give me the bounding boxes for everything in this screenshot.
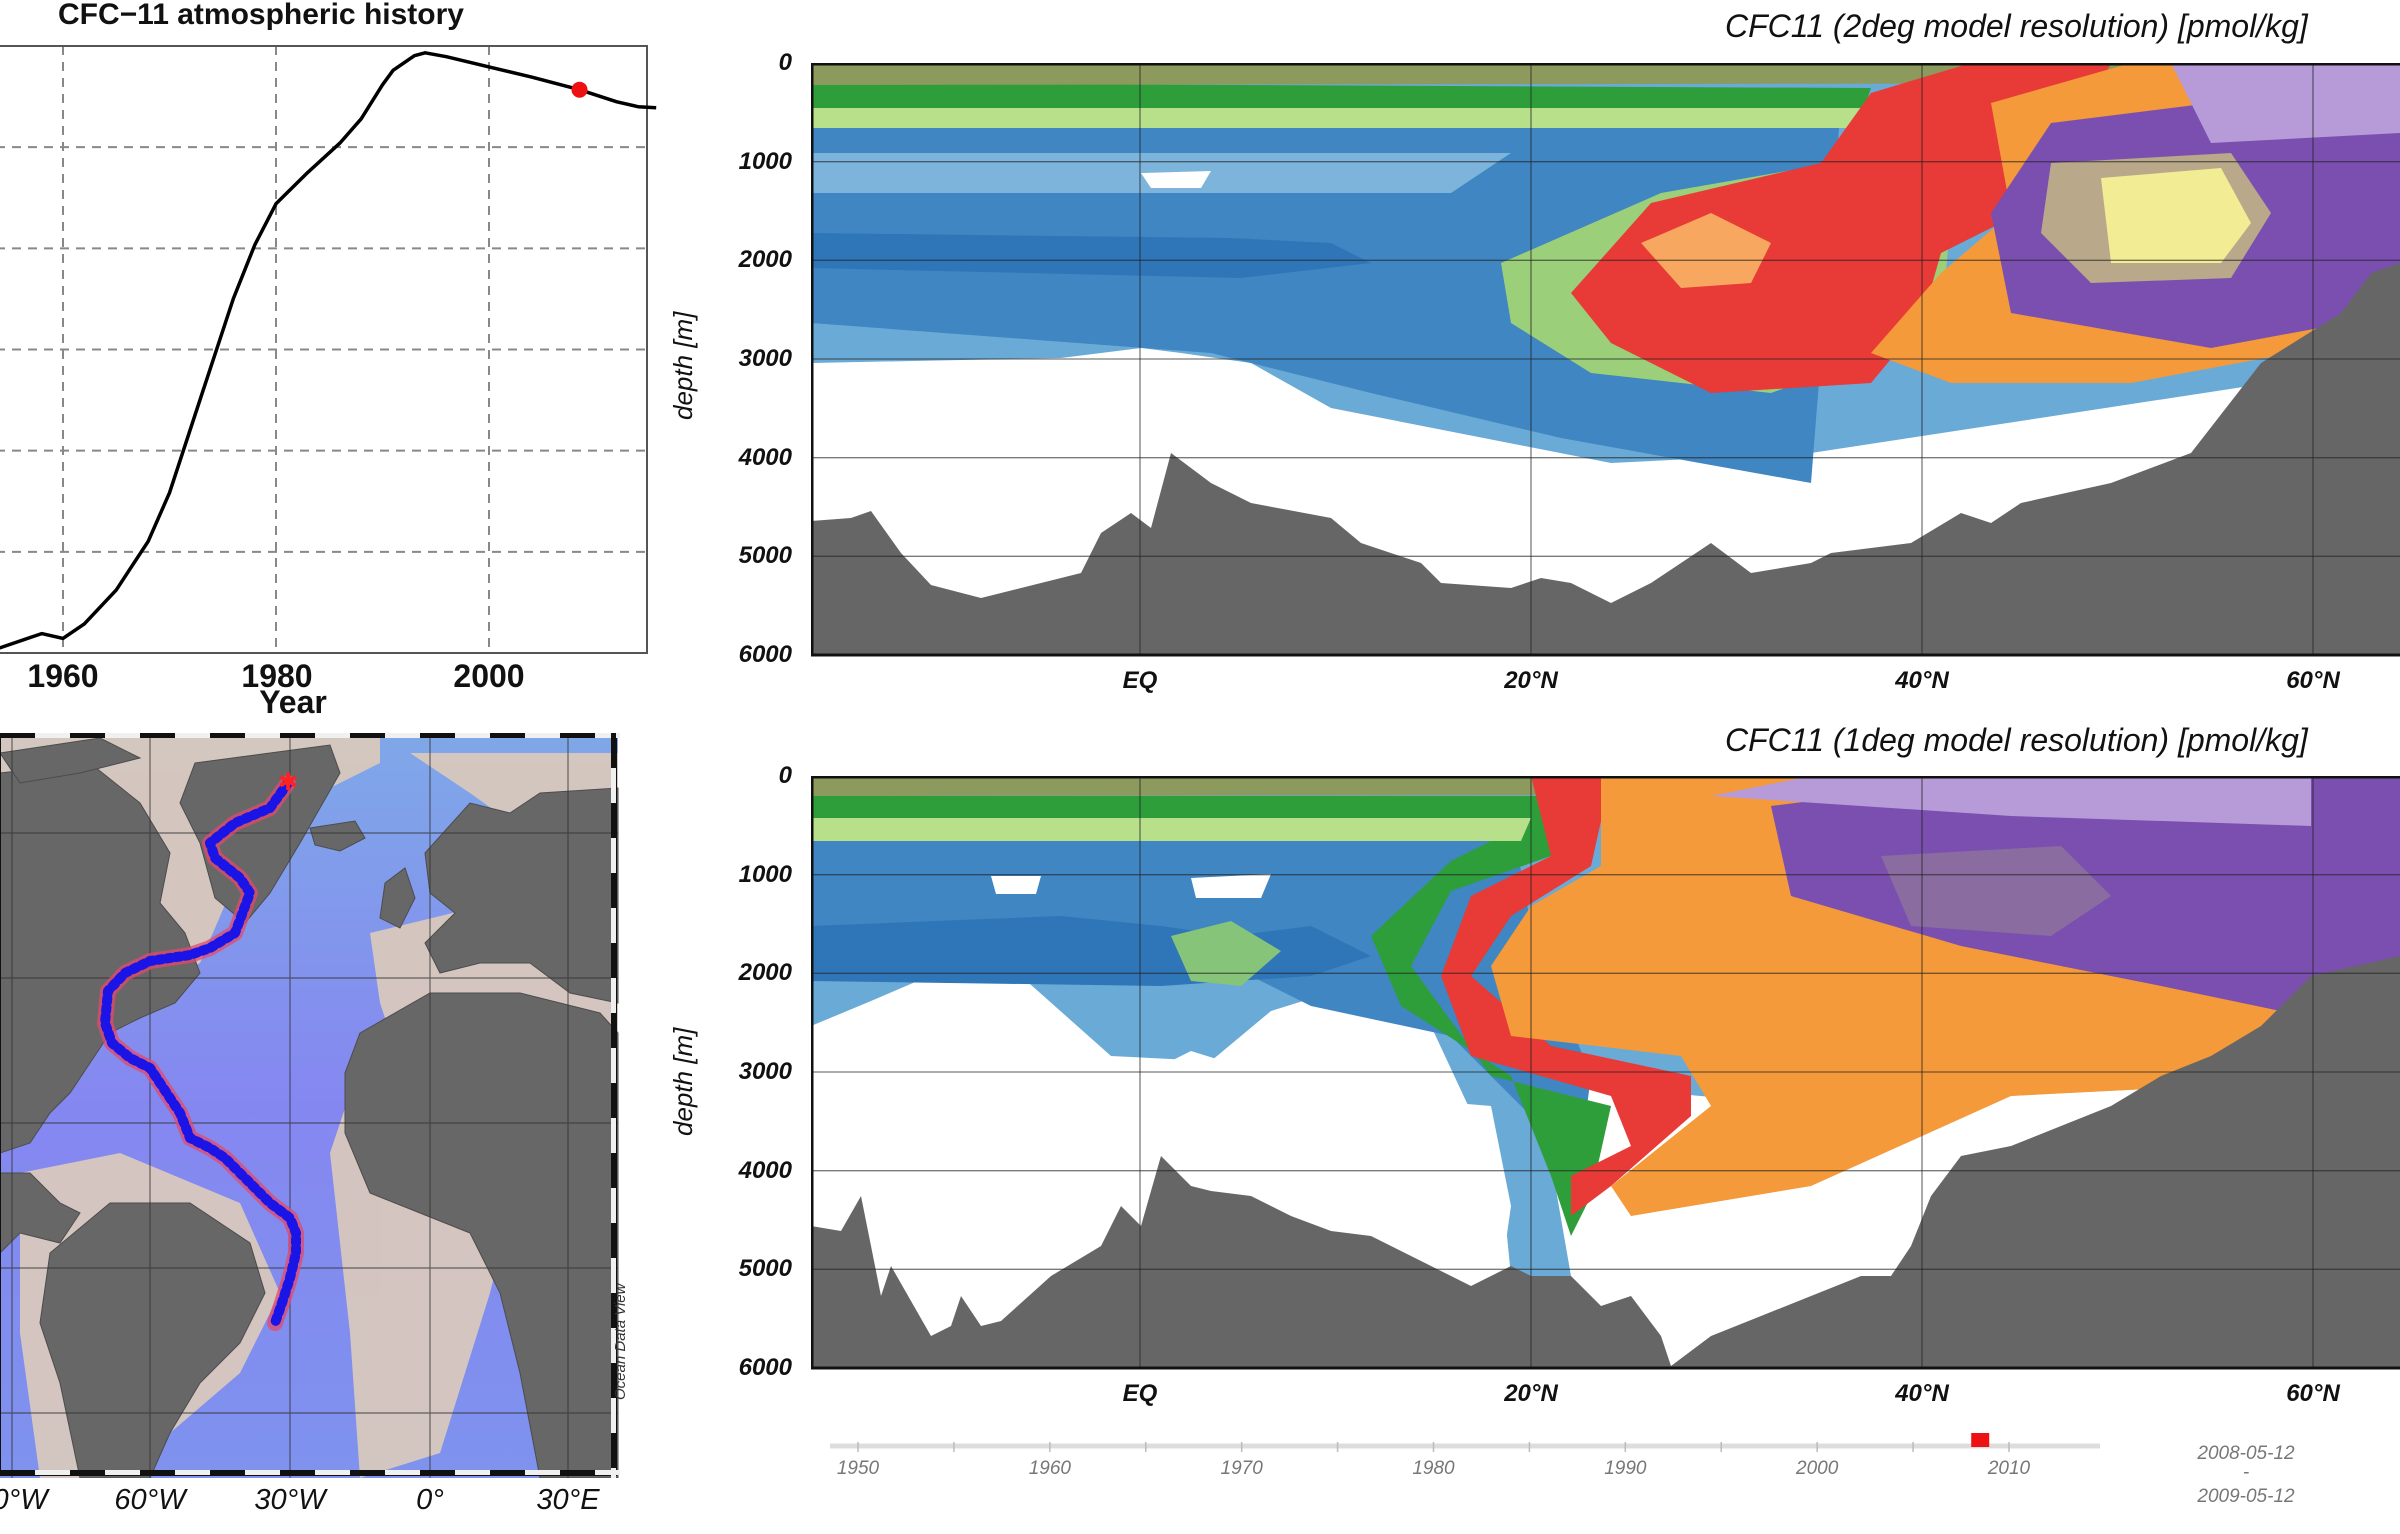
time-slider-handle — [1971, 1433, 1990, 1447]
plot-frame — [811, 63, 2400, 657]
bathymetry — [811, 956, 2400, 1368]
time-slider-year-label: 1970 — [1220, 1458, 1263, 1479]
atmospheric-chart-title: CFC−11 atmospheric history — [58, 0, 464, 31]
iceland — [309, 820, 366, 852]
x-tick-1960: 1960 — [27, 658, 99, 694]
depth-tick: 6000 — [738, 641, 792, 668]
current-station-marker: ✱ — [278, 769, 298, 796]
lat-tick: 60°N — [2286, 667, 2340, 694]
depth-tick: 6000 — [738, 1354, 792, 1381]
contour-band — [811, 796, 1611, 1236]
lon-tick-60w: 60°W — [114, 1484, 186, 1516]
contour-band — [811, 818, 1531, 841]
time-slider-year-label: 1950 — [836, 1458, 880, 1479]
lon-tick-0: 0° — [416, 1484, 444, 1516]
x-tick-2000: 2000 — [453, 658, 525, 694]
depth-tick: 3000 — [738, 1058, 792, 1085]
no-data-region — [991, 876, 1041, 894]
contour-band — [811, 108, 1866, 128]
contour-band — [1881, 846, 2111, 936]
land — [0, 737, 619, 1478]
lon-tick-30e: 30°E — [536, 1484, 600, 1516]
contour-band — [1711, 776, 2311, 826]
central-america — [0, 1172, 81, 1254]
africa — [344, 992, 619, 1478]
lat-tick: 20°N — [1504, 1380, 1558, 1407]
time-slider-year-label: 1980 — [1412, 1458, 1455, 1479]
lat-tick: EQ — [1122, 1380, 1158, 1407]
date-range-start: 2008-05-12 — [2197, 1443, 2295, 1464]
date-range-separator: - — [2242, 1462, 2250, 1483]
depth-tick: 5000 — [738, 542, 792, 570]
section-2deg-title: CFC11 (2deg model resolution) [pmol/kg] — [1725, 8, 2308, 44]
section-1deg-plot — [811, 776, 2400, 1370]
lon-tick-30w: 30°W — [254, 1484, 326, 1516]
no-data-region — [1191, 874, 1271, 898]
contour-band — [811, 233, 1371, 278]
map-border-ticks — [0, 733, 620, 1478]
no-data-region — [1141, 171, 1211, 188]
contour-band — [2171, 63, 2400, 143]
section-2deg-plot — [811, 63, 2400, 657]
atmospheric-chart-frame — [0, 45, 648, 654]
contour-band — [2101, 168, 2251, 263]
depth-tick: 4000 — [738, 1156, 792, 1184]
section-1deg-ylabel: depth [m] — [668, 1027, 698, 1136]
british-isles — [379, 867, 416, 929]
section-2deg-ylabel: depth [m] — [668, 311, 698, 420]
bathymetry — [811, 263, 2400, 655]
cruise-track-map[interactable]: ✱ — [0, 733, 620, 1478]
cfc11-series-line — [0, 51, 657, 650]
time-slider-year-label: 1960 — [1028, 1458, 1071, 1479]
plot-frame — [811, 776, 2400, 1370]
x-axis-label: Year — [259, 684, 327, 720]
depth-tick: 2000 — [738, 959, 792, 987]
time-slider-year-label: 1990 — [1604, 1458, 1647, 1479]
north-america-islands — [0, 737, 142, 784]
depth-tick: 0 — [778, 762, 792, 789]
contour-band — [811, 103, 1841, 483]
time-slider-year-label: 2010 — [1987, 1458, 2031, 1479]
depth-tick: 2000 — [738, 246, 792, 274]
section-1deg-title: CFC11 (1deg model resolution) [pmol/kg] — [1725, 722, 2308, 758]
depth-tick: 5000 — [738, 1255, 792, 1283]
ocean-data-view-watermark: Ocean Data View — [612, 1283, 629, 1400]
current-year-marker — [571, 81, 588, 98]
contour-band — [1441, 776, 1691, 1216]
lat-tick: 60°N — [2286, 1380, 2340, 1407]
lat-tick: 40°N — [1895, 1380, 1949, 1407]
map-graticule — [0, 733, 618, 1478]
depth-tick: 0 — [778, 49, 792, 76]
depth-tick: 4000 — [738, 443, 792, 471]
date-range-end: 2009-05-12 — [2197, 1486, 2295, 1507]
contour-band — [1571, 63, 2111, 393]
lon-tick-90w: 90°W — [0, 1484, 48, 1516]
south-america — [39, 1202, 266, 1478]
cruise-track-stations — [100, 778, 301, 1328]
lat-tick: 20°N — [1504, 667, 1558, 694]
x-tick-1980: 1980 — [241, 658, 313, 694]
time-slider-year-label: 2000 — [1796, 1458, 1839, 1479]
contour-band — [1641, 213, 1771, 288]
lat-tick: EQ — [1122, 667, 1158, 694]
time-slider[interactable] — [820, 1425, 2120, 1465]
time-slider-ticks — [857, 1442, 2010, 1452]
depth-tick: 1000 — [738, 860, 792, 888]
depth-tick: 3000 — [738, 345, 792, 372]
atmospheric-chart — [0, 45, 657, 654]
contour-band — [1171, 921, 1281, 986]
lat-tick: 40°N — [1895, 667, 1949, 694]
atmospheric-chart-grid — [0, 46, 647, 653]
greenland — [179, 744, 341, 924]
depth-tick: 1000 — [738, 147, 792, 175]
